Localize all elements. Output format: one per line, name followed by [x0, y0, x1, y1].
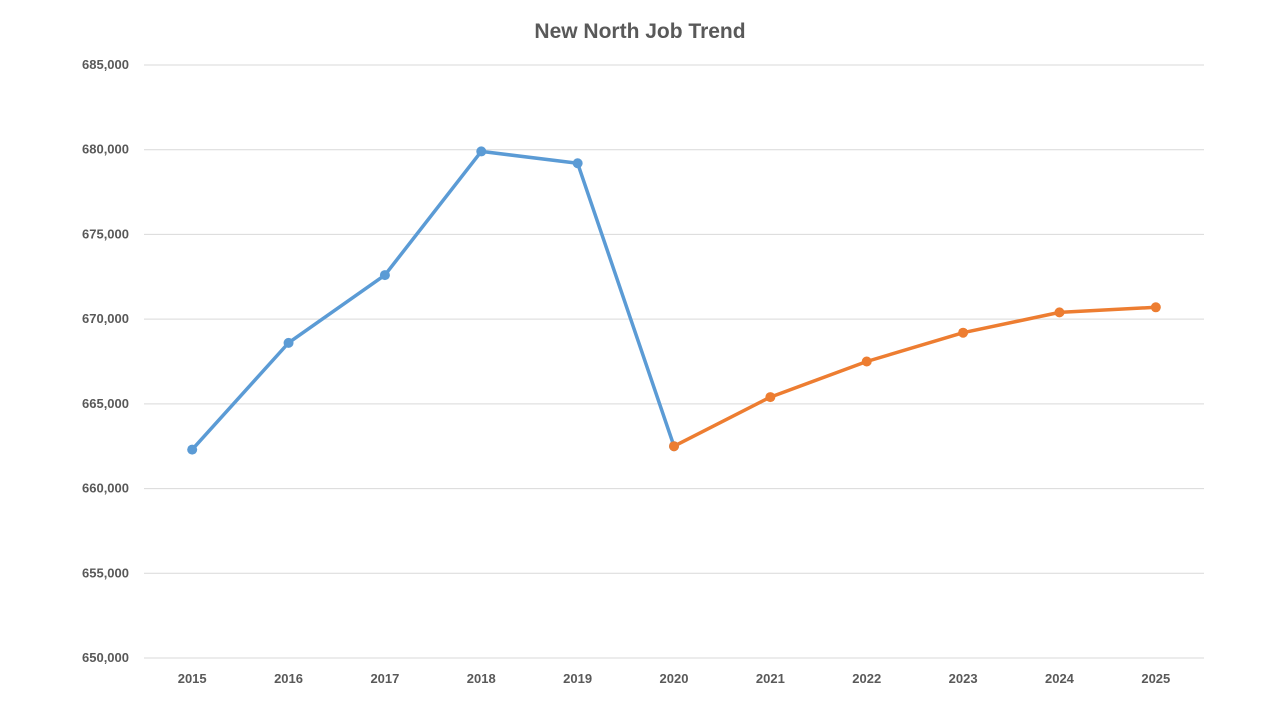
x-tick-label: 2015 — [178, 671, 207, 686]
data-point — [283, 337, 294, 348]
series-lines — [190, 149, 1158, 452]
data-point — [1150, 302, 1161, 313]
data-point — [379, 270, 390, 281]
y-tick-label: 650,000 — [82, 650, 129, 665]
x-tick-label: 2017 — [370, 671, 399, 686]
y-axis-tick-labels: 650,000 655,000 660,000 665,000 670,000 675,0… — [82, 57, 129, 665]
y-tick-label: 660,000 — [82, 481, 129, 496]
x-tick-label: 2016 — [274, 671, 303, 686]
x-tick-label: 2022 — [852, 671, 881, 686]
y-tick-label: 685,000 — [82, 57, 129, 72]
x-tick-label: 2024 — [1045, 671, 1075, 686]
y-tick-label: 670,000 — [82, 311, 129, 326]
data-point — [572, 158, 583, 169]
x-tick-label: 2025 — [1141, 671, 1170, 686]
data-point — [187, 444, 198, 455]
series-markers — [187, 146, 1161, 455]
data-point — [669, 441, 679, 452]
data-point — [958, 327, 969, 338]
x-tick-label: 2023 — [949, 671, 978, 686]
data-point — [765, 392, 776, 403]
x-tick-label: 2021 — [756, 671, 785, 686]
chart-title: New North Job Trend — [534, 20, 746, 43]
x-tick-label: 2020 — [660, 671, 689, 686]
data-point — [861, 356, 872, 367]
x-tick-label: 2018 — [467, 671, 496, 686]
series-line-1 — [190, 149, 676, 452]
data-point — [1054, 307, 1065, 318]
y-tick-label: 675,000 — [82, 226, 129, 241]
x-axis-tick-labels: 2015 2016 2017 2018 2019 2020 2021 2022 2023 2024… — [178, 671, 1171, 686]
x-tick-label: 2019 — [563, 671, 592, 686]
gridlines — [144, 64, 1204, 659]
y-tick-label: 655,000 — [82, 565, 129, 580]
series-line-2 — [672, 305, 1158, 448]
y-tick-label: 680,000 — [82, 142, 129, 157]
data-point — [476, 146, 487, 157]
y-tick-label: 665,000 — [82, 396, 129, 411]
